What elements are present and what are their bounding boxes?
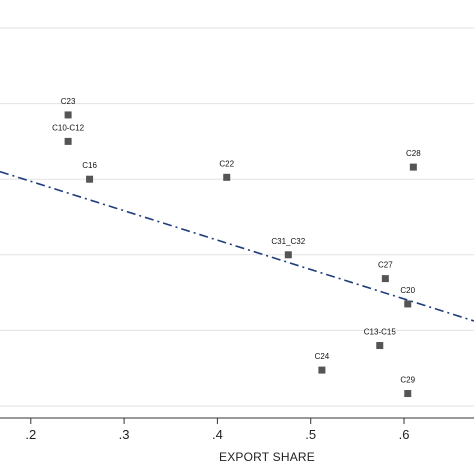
point-label-c13-c15: C13-C15 bbox=[364, 328, 397, 337]
point-label-c29: C29 bbox=[400, 376, 415, 385]
point-label-c22: C22 bbox=[219, 159, 234, 168]
x-axis: .2 .3 .4 .5 .6 bbox=[0, 417, 474, 442]
point-label-c24: C24 bbox=[315, 352, 330, 361]
points-group: C23 C10-C12 C16 C22 C28 C31_C32 C27 C20 C13-C15 C… bbox=[52, 97, 421, 398]
point-c29 bbox=[404, 390, 412, 398]
point-label-c27: C27 bbox=[378, 261, 393, 270]
x-tick-label-4: .6 bbox=[399, 427, 410, 442]
point-c31_c32 bbox=[284, 251, 292, 259]
point-c16 bbox=[86, 175, 94, 183]
x-axis-title: EXPORT SHARE bbox=[219, 450, 315, 464]
point-c27 bbox=[381, 275, 389, 283]
point-c13-c15 bbox=[376, 342, 384, 350]
x-tick-label-2: .4 bbox=[212, 427, 223, 442]
point-label-c31_c32: C31_C32 bbox=[271, 237, 305, 246]
point-label-c10-c12: C10-C12 bbox=[52, 123, 85, 132]
gridlines bbox=[0, 27, 474, 407]
point-c20 bbox=[404, 300, 412, 308]
x-tick-label-3: .5 bbox=[305, 427, 316, 442]
point-label-c16: C16 bbox=[82, 161, 97, 170]
point-c24 bbox=[318, 366, 326, 374]
fit-line-group bbox=[0, 170, 474, 322]
fit-line bbox=[0, 170, 474, 322]
point-c10-c12 bbox=[64, 137, 72, 145]
point-c28 bbox=[409, 163, 417, 171]
x-tick-label-1: .3 bbox=[119, 427, 130, 442]
x-tick-label-0: .2 bbox=[25, 427, 36, 442]
point-label-c20: C20 bbox=[400, 286, 415, 295]
point-c22 bbox=[223, 173, 231, 181]
point-label-c23: C23 bbox=[61, 97, 76, 106]
point-label-c28: C28 bbox=[406, 149, 421, 158]
point-c23 bbox=[64, 111, 72, 119]
